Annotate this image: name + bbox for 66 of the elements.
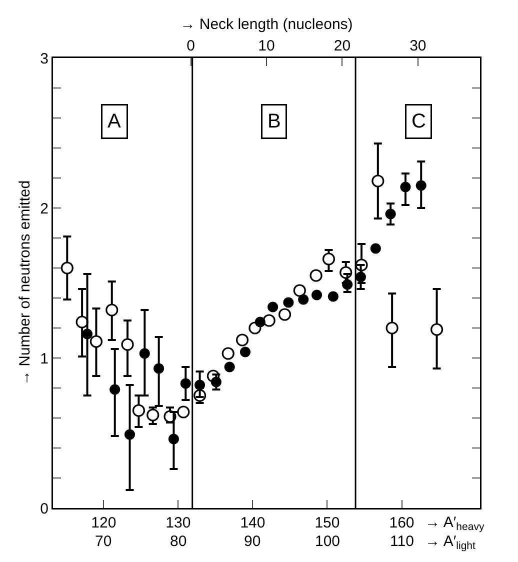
point [355,272,366,282]
point [139,348,150,359]
point [254,316,266,328]
point [132,404,145,417]
text: 90 [244,533,261,550]
x-tick-label: 140 [240,514,266,532]
y-tick-label: 1 [40,350,48,368]
annotation: B [268,110,281,132]
annotation: C [412,110,426,132]
point [372,174,384,188]
text: 80 [170,533,187,550]
point [298,294,309,305]
point [224,362,235,372]
annotation: A [108,110,122,132]
x2-tick-label: 0 [186,38,195,54]
point [312,290,322,300]
x-tick-label: 150 [314,514,340,532]
x-tick-label: 160 [389,514,414,532]
point [110,384,120,395]
point [278,308,292,321]
y-tick-label: 3 [40,50,48,68]
x2-tick-label: 10 [258,38,275,54]
x2-tick-label: 30 [410,38,426,54]
x-axis-title: → A′$_{heavy}$ [425,514,485,534]
point [386,322,398,334]
x-tick-label: 120 [91,514,116,532]
point [310,269,322,282]
point [194,380,206,390]
point [168,434,180,444]
point [236,334,249,346]
text: 110 [390,533,414,550]
point [342,279,353,290]
x2-axis-title: → Neck length (nucleons) [180,16,353,33]
point [293,284,306,297]
y-tick-label: 2 [40,200,48,218]
x2-tick-label: 20 [334,38,351,54]
point [177,406,190,418]
point [370,243,381,254]
point [76,316,88,328]
point [240,346,251,358]
text: 70 [95,533,112,550]
text: 100 [315,533,340,550]
point [60,262,74,274]
point [222,347,234,360]
point [268,302,278,312]
point [146,408,160,422]
point [90,335,103,348]
point [430,323,444,336]
point [262,314,276,327]
point [416,180,426,191]
x-tick-label: 130 [166,514,191,532]
point [106,304,118,316]
point [400,182,411,192]
point [82,328,93,340]
point [322,252,336,266]
point [385,208,396,220]
point [124,429,136,440]
point [180,378,191,389]
point [328,291,338,302]
point [121,338,134,351]
y-tick-label: 0 [40,500,48,518]
point [283,297,294,308]
point [154,363,164,374]
text: → A′$_{light}$ [425,533,476,552]
y-axis-title: → Number of neutrons emitted [16,180,34,386]
point [210,376,222,388]
